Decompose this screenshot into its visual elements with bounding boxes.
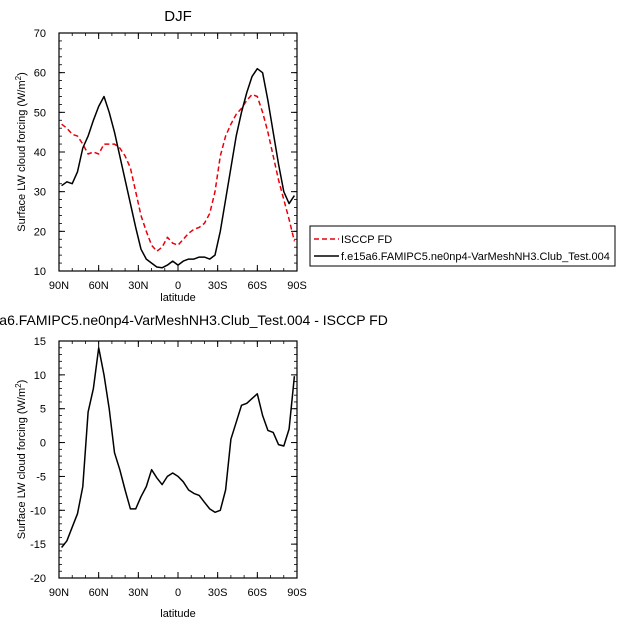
legend-label-2: f.e15a6.FAMIPC5.ne0np4-VarMeshNH3.Club_T… <box>341 251 610 263</box>
x-tick-label: 60N <box>89 587 109 599</box>
x-tick-label: 60N <box>89 280 109 292</box>
y-tick-label: -5 <box>36 471 46 483</box>
y-axis-label-superscript: 2 <box>14 75 23 80</box>
y-tick-label: 20 <box>34 226 46 238</box>
x-tick-label: 30N <box>128 587 148 599</box>
x-tick-label: 30S <box>208 280 228 292</box>
x-tick-label: 90S <box>287 280 307 292</box>
x-tick-label: 30N <box>128 280 148 292</box>
chart-title: DJF <box>164 8 192 25</box>
x-tick-label: 60S <box>248 587 268 599</box>
y-tick-label: 40 <box>34 147 46 159</box>
y-tick-label: -15 <box>30 539 46 551</box>
y-tick-label: 10 <box>34 266 46 278</box>
series-line-1 <box>61 93 296 252</box>
y-axis-label-close: ) <box>16 72 28 76</box>
y-tick-label: -10 <box>30 505 46 517</box>
y-tick-label: -20 <box>30 573 46 585</box>
y-tick-label: 70 <box>34 28 46 40</box>
x-tick-label: 90N <box>49 587 69 599</box>
y-axis-label-main: Surface LW cloud forcing (W/m <box>16 388 28 539</box>
chart-title: f.e15a6.FAMIPC5.ne0np4-VarMeshNH3.Club_T… <box>0 312 388 328</box>
plot-frame <box>58 32 298 272</box>
series-line-1 <box>61 347 296 548</box>
x-axis-label: latitude <box>160 608 195 620</box>
x-tick-label: 0 <box>175 280 181 292</box>
y-tick-label: 10 <box>34 370 46 382</box>
y-tick-label: 60 <box>34 68 46 80</box>
chart-panel-1: DJF 10 20 30 40 50 60 70 90N 60N 30N 0 30S 60S 90S lati… <box>14 8 616 304</box>
y-axis-label-main: Surface LW cloud forcing (W/m <box>16 80 28 231</box>
x-tick-label: 90S <box>287 587 307 599</box>
y-axis-label: Surface LW cloud forcing (W/m2) <box>14 380 28 540</box>
legend-label-1: ISCCP FD <box>341 234 392 246</box>
x-tick-label: 60S <box>248 280 268 292</box>
x-axis-label: latitude <box>160 292 195 304</box>
series-line-2 <box>61 67 296 269</box>
legend: ISCCP FD f.e15a6.FAMIPC5.ne0np4-VarMeshNH… <box>309 225 616 267</box>
y-axis-label-close: ) <box>16 380 28 384</box>
y-tick-label: 50 <box>34 107 46 119</box>
legend-box <box>309 225 616 267</box>
y-tick-label: 5 <box>40 404 46 416</box>
y-tick-label: 15 <box>34 336 46 348</box>
y-tick-label: 30 <box>34 187 46 199</box>
x-tick-label: 0 <box>175 587 181 599</box>
y-tick-label: 0 <box>40 438 46 450</box>
x-tick-label: 30S <box>208 587 228 599</box>
x-tick-label: 90N <box>49 280 69 292</box>
y-axis-label-superscript: 2 <box>14 383 23 388</box>
y-axis-label: Surface LW cloud forcing (W/m2) <box>14 72 28 232</box>
chart-panel-2: f.e15a6.FAMIPC5.ne0np4-VarMeshNH3.Club_T… <box>0 312 388 620</box>
